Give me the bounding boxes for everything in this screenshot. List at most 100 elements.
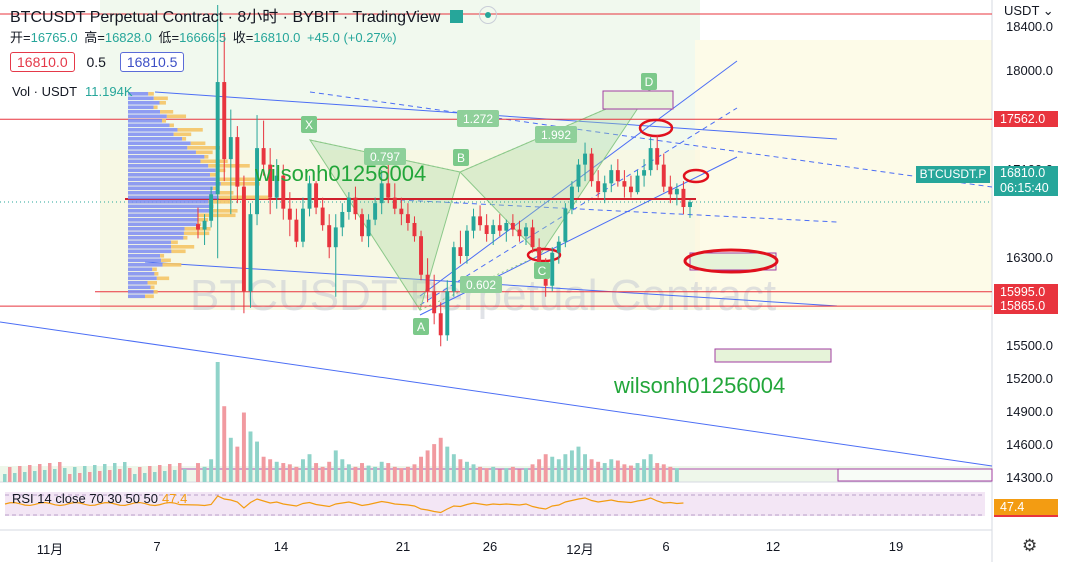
candle xyxy=(484,214,489,242)
candle xyxy=(510,214,515,237)
live-status-icon[interactable] xyxy=(479,6,498,24)
pattern-point-box xyxy=(413,318,429,335)
gear-icon[interactable]: ⚙ xyxy=(1022,536,1038,555)
candle xyxy=(294,208,299,248)
candle xyxy=(648,137,653,176)
volume-bar xyxy=(340,459,345,482)
rsi-label: RSI 14 close 70 30 50 50 xyxy=(12,491,158,506)
volume-profile-row-sell xyxy=(177,128,203,132)
volume-bar xyxy=(445,446,450,482)
volume-bar xyxy=(373,466,378,482)
current-price-tag: 16810.0 06:15:40 xyxy=(994,166,1058,196)
candle-body xyxy=(333,227,338,248)
candle-body xyxy=(674,188,679,195)
volume-bar xyxy=(274,461,279,482)
candle xyxy=(386,164,391,204)
candle xyxy=(412,216,417,242)
candle-body xyxy=(327,225,332,248)
volume-profile-row xyxy=(128,281,148,285)
volume-bar xyxy=(405,466,410,482)
volume-bar xyxy=(38,464,42,482)
candle-body xyxy=(274,175,279,198)
volume-profile-row-sell xyxy=(198,213,236,218)
close-value: 16810.0 xyxy=(253,30,301,45)
candle-body xyxy=(661,164,666,187)
candle-body xyxy=(202,220,207,230)
time-label: 12 xyxy=(765,539,781,554)
volume-bar xyxy=(491,466,496,482)
candle xyxy=(609,164,614,193)
candle xyxy=(419,230,424,281)
candle-body xyxy=(668,186,673,195)
volume-bar xyxy=(173,470,177,482)
candle-body xyxy=(386,183,391,198)
candle xyxy=(451,241,456,297)
candle-body xyxy=(530,227,535,248)
highlight-ellipse-c xyxy=(526,247,562,263)
pattern-point-label: C xyxy=(538,264,547,278)
candle-body xyxy=(615,170,620,182)
volume-bar xyxy=(602,463,607,482)
volume-bar xyxy=(261,456,266,482)
volume-bar xyxy=(497,469,502,482)
flag-icon[interactable] xyxy=(450,10,464,23)
volume-bar xyxy=(438,437,443,482)
candle-body xyxy=(517,229,522,237)
volume-profile-row xyxy=(128,186,213,191)
buy-button[interactable]: 16810.5 xyxy=(119,52,185,72)
sell-button[interactable]: 16810.0 xyxy=(10,52,75,72)
volume-bar xyxy=(300,459,305,482)
volume-profile-row-sell xyxy=(215,168,226,173)
volume-profile-row-sell xyxy=(148,92,154,96)
rsi-legend: RSI 14 close 70 30 50 50 47.4 xyxy=(12,491,187,506)
candle xyxy=(209,186,214,228)
volume-profile-row xyxy=(128,249,172,254)
pattern-ratio-box xyxy=(457,110,499,127)
time-label: 26 xyxy=(482,539,498,554)
candle-body xyxy=(392,197,397,209)
time-label: 14 xyxy=(273,539,289,554)
volume-bar xyxy=(13,473,17,482)
candle-body xyxy=(346,197,351,212)
volume-profile-row xyxy=(128,159,201,164)
candle xyxy=(504,219,509,242)
volume-bar xyxy=(609,459,614,482)
volume-profile-row xyxy=(128,146,188,150)
watermark-username: wilsonh01256004 xyxy=(255,161,427,186)
candle xyxy=(196,207,200,239)
volume-bar xyxy=(103,464,107,482)
candle xyxy=(602,175,607,204)
candle-body xyxy=(248,214,253,292)
volume-profile-row xyxy=(128,101,160,105)
volume-bar xyxy=(320,466,325,482)
volume-bar xyxy=(3,474,7,482)
volume-profile-row xyxy=(128,110,161,114)
candle xyxy=(589,148,594,187)
candle-body xyxy=(307,183,312,209)
volume-profile-row-sell xyxy=(169,123,174,128)
volume-bars xyxy=(3,362,679,482)
pattern-ratio-label: 1.272 xyxy=(463,112,493,126)
volume-bar xyxy=(228,437,233,482)
volume-profile-row xyxy=(128,290,154,294)
volume-profile-row-sell xyxy=(152,267,157,272)
target-box-volume xyxy=(837,468,993,482)
volume-bar xyxy=(294,466,299,482)
volume-profile-row xyxy=(128,132,174,137)
volume-bar xyxy=(248,431,253,482)
volume-bar xyxy=(628,465,633,482)
volume-bar xyxy=(128,468,132,482)
volume-bar xyxy=(307,454,312,482)
price-tick: 16300.0 xyxy=(1006,250,1053,266)
candle-body xyxy=(215,82,220,195)
candle xyxy=(530,219,535,253)
currency-selector[interactable]: USDT ⌄ xyxy=(1004,3,1054,19)
candle xyxy=(320,197,325,231)
volume-profile-row-sell xyxy=(209,173,217,177)
volume-bar xyxy=(543,454,548,482)
candle-body xyxy=(432,291,437,314)
candle-body xyxy=(320,207,325,226)
volume-profile-row xyxy=(128,245,172,249)
price-tag: 17562.0 xyxy=(994,111,1058,128)
